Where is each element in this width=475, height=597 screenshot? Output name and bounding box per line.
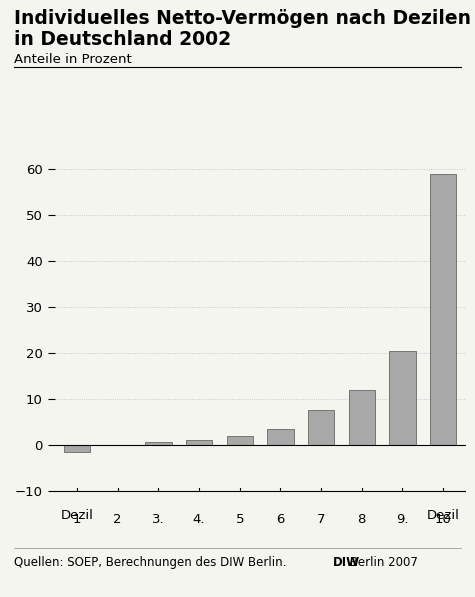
Text: Individuelles Netto-Vermögen nach Dezilen: Individuelles Netto-Vermögen nach Dezile… [14,9,471,28]
Bar [227,436,253,445]
Bar [186,440,212,445]
Bar [267,429,294,445]
Bar [389,350,416,445]
Bar [349,390,375,445]
Text: Dezil: Dezil [427,509,460,522]
Text: Dezil: Dezil [60,509,94,522]
Text: in Deutschland 2002: in Deutschland 2002 [14,30,231,49]
Text: Quellen: SOEP, Berechnungen des DIW Berlin.: Quellen: SOEP, Berechnungen des DIW Berl… [14,556,286,570]
Bar [430,174,456,445]
Bar [64,445,90,452]
Bar [145,442,171,445]
Text: Anteile in Prozent: Anteile in Prozent [14,53,132,66]
Text: Berlin 2007: Berlin 2007 [346,556,418,570]
Bar [308,410,334,445]
Text: DIW: DIW [332,556,360,570]
